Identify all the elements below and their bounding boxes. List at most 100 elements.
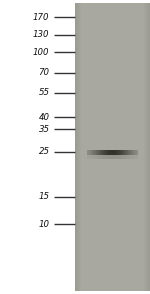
Text: 10: 10: [39, 220, 50, 228]
Bar: [130, 155, 131, 159]
Bar: [87, 155, 88, 159]
Bar: [96, 155, 97, 159]
Bar: [80, 3, 81, 291]
Bar: [103, 155, 104, 159]
Bar: [109, 150, 110, 155]
Bar: [116, 155, 117, 159]
Bar: [100, 155, 101, 159]
Bar: [128, 155, 129, 159]
Text: 70: 70: [39, 69, 50, 77]
Bar: [144, 3, 145, 291]
Bar: [119, 155, 120, 159]
Bar: [118, 155, 119, 159]
Bar: [109, 155, 110, 159]
Bar: [95, 150, 96, 155]
Text: 170: 170: [33, 13, 50, 21]
Text: 25: 25: [39, 147, 50, 156]
Bar: [127, 150, 128, 155]
Bar: [148, 3, 149, 291]
Bar: [97, 150, 98, 155]
Bar: [105, 150, 106, 155]
Bar: [121, 150, 122, 155]
Bar: [112, 150, 113, 155]
Bar: [105, 155, 106, 159]
Bar: [133, 155, 134, 159]
Text: 40: 40: [39, 113, 50, 121]
Bar: [125, 150, 126, 155]
Bar: [134, 150, 135, 155]
Bar: [126, 150, 127, 155]
Bar: [106, 150, 107, 155]
Text: 35: 35: [39, 125, 50, 134]
Bar: [93, 150, 94, 155]
Bar: [88, 150, 89, 155]
Bar: [114, 150, 115, 155]
Bar: [75, 3, 150, 291]
Bar: [103, 150, 104, 155]
Bar: [108, 155, 109, 159]
Bar: [88, 155, 89, 159]
Bar: [103, 155, 104, 159]
Bar: [111, 155, 112, 159]
Bar: [92, 155, 93, 159]
Bar: [98, 150, 99, 155]
Bar: [125, 155, 126, 159]
Bar: [120, 155, 121, 159]
Bar: [108, 150, 109, 155]
Bar: [107, 155, 108, 159]
Bar: [101, 150, 102, 155]
Bar: [147, 3, 148, 291]
Bar: [122, 150, 123, 155]
Bar: [117, 150, 118, 155]
Bar: [89, 155, 90, 159]
Bar: [78, 3, 79, 291]
Bar: [131, 155, 132, 159]
Bar: [90, 150, 91, 155]
Bar: [100, 155, 101, 159]
Bar: [127, 155, 128, 159]
Bar: [133, 150, 134, 155]
Bar: [100, 150, 101, 155]
Bar: [110, 150, 111, 155]
Bar: [136, 150, 137, 155]
Bar: [99, 150, 100, 155]
Bar: [107, 150, 108, 155]
Bar: [134, 155, 135, 159]
Bar: [118, 150, 119, 155]
Bar: [104, 155, 105, 159]
Bar: [100, 150, 101, 155]
Bar: [122, 155, 123, 159]
Bar: [146, 3, 147, 291]
Text: 15: 15: [39, 193, 50, 201]
Bar: [115, 150, 116, 155]
Bar: [75, 3, 76, 291]
Bar: [78, 3, 79, 291]
Bar: [145, 3, 146, 291]
Bar: [94, 150, 95, 155]
Bar: [90, 155, 91, 159]
Bar: [94, 155, 95, 159]
Bar: [118, 150, 119, 155]
Bar: [91, 150, 92, 155]
Bar: [117, 155, 118, 159]
Bar: [91, 155, 92, 159]
Bar: [137, 155, 138, 159]
Bar: [120, 150, 121, 155]
Bar: [80, 3, 81, 291]
Bar: [113, 150, 114, 155]
Bar: [103, 150, 104, 155]
Bar: [132, 155, 133, 159]
Bar: [119, 150, 120, 155]
Bar: [137, 150, 138, 155]
Bar: [118, 155, 119, 159]
Bar: [149, 3, 150, 291]
Bar: [123, 150, 124, 155]
Bar: [89, 150, 90, 155]
Bar: [87, 150, 88, 155]
Bar: [104, 150, 105, 155]
Bar: [135, 150, 136, 155]
Bar: [96, 150, 97, 155]
Bar: [115, 155, 116, 159]
Bar: [123, 155, 124, 159]
Bar: [145, 3, 146, 291]
